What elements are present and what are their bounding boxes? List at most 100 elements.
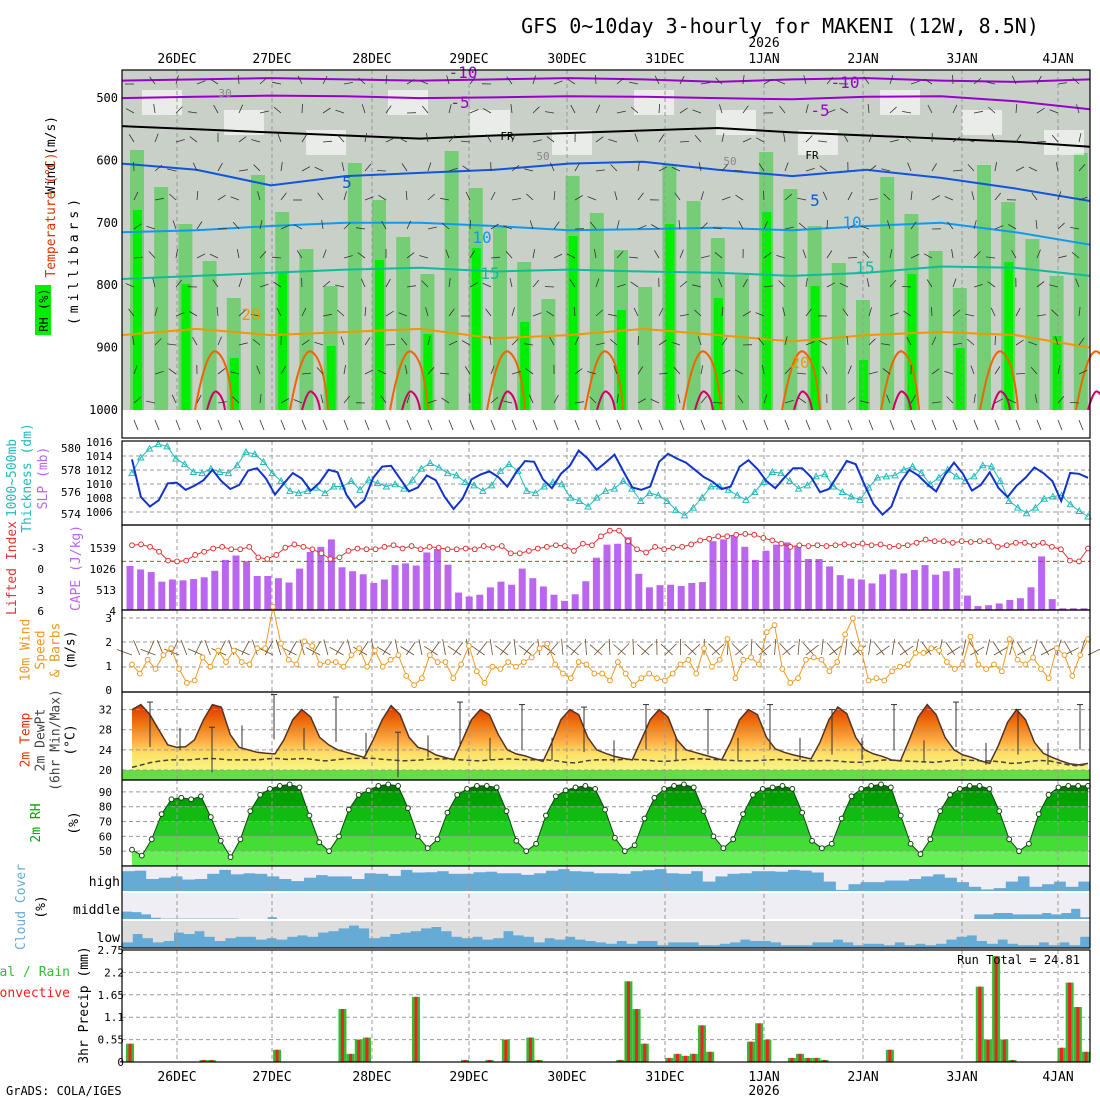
wind-barb <box>587 371 597 375</box>
date-tick-bottom: 27DEC <box>252 1070 291 1085</box>
lifted-index-line-marker <box>309 546 316 553</box>
wind10-tick: 0 <box>105 684 112 697</box>
wind10-barb <box>1040 641 1050 656</box>
cloud-clear-cell <box>811 920 823 943</box>
wind10-barb <box>805 644 819 656</box>
thickness-tick: 574 <box>61 508 81 521</box>
wind-barb <box>637 398 647 404</box>
rh2m-line-marker <box>148 836 155 843</box>
wind-barb <box>154 371 164 375</box>
cloud-clear-cell <box>867 892 878 920</box>
wind-barb <box>549 336 555 346</box>
cloud-clear-cell <box>997 920 1009 940</box>
rh2m-line-marker <box>483 783 490 789</box>
cape-bar <box>168 579 176 610</box>
wind-barb <box>133 396 142 404</box>
lifted-index-line-marker <box>589 542 595 549</box>
cloud-clear-cell <box>160 892 171 919</box>
cape-bar <box>1016 598 1024 610</box>
contour-label: 5 <box>810 191 820 210</box>
wind-barb <box>1055 162 1059 172</box>
wind-barb <box>931 195 940 201</box>
cloud-clear-cell <box>935 892 946 920</box>
precip-conv-bar <box>700 1025 704 1062</box>
wind-barb <box>826 76 834 85</box>
rh2m-line-marker <box>671 783 677 789</box>
thickness-line-marker <box>987 462 996 470</box>
upper-pressure-label: (millibars) <box>67 195 82 325</box>
wind-barb <box>553 419 559 431</box>
wind-barb <box>715 77 723 85</box>
wind-barb <box>448 167 458 172</box>
wind-barb <box>301 103 303 114</box>
cloud-clear-cell <box>1038 920 1050 943</box>
rh2m-line-marker <box>710 833 717 840</box>
wind-barb <box>253 164 261 172</box>
wind-barb <box>296 250 303 259</box>
precip-conv-bar <box>708 1051 712 1062</box>
wind-barb <box>970 365 975 375</box>
cloud-clear-cell <box>799 866 813 871</box>
wind-barb <box>385 278 391 288</box>
thickness-line-marker <box>601 486 610 494</box>
wind-barb <box>528 394 534 404</box>
cape-bar <box>147 572 155 610</box>
wind10-line-marker <box>1077 652 1084 659</box>
wind-barb <box>301 372 312 375</box>
wind-barb <box>1036 419 1042 431</box>
cloud-clear-cell <box>315 892 326 920</box>
wind-barb <box>251 139 261 143</box>
wind-barb <box>128 308 135 317</box>
wind-barb <box>1028 166 1038 172</box>
wind-barb <box>946 396 954 404</box>
precip-conv-bar <box>414 996 418 1062</box>
cloud-clear-cell <box>729 920 741 943</box>
lifted-index-line-marker <box>895 543 902 549</box>
cape-bar <box>963 595 971 610</box>
cloud-clear-cell <box>945 920 957 940</box>
cloud-clear-cell <box>666 866 680 874</box>
lifted-index-line-marker <box>697 537 704 544</box>
wind-barb <box>482 282 492 288</box>
rh2m-line-marker <box>267 785 273 792</box>
thickness-line-marker <box>663 496 671 504</box>
wind10-barb <box>660 643 673 656</box>
wind10-line-marker <box>1061 652 1068 659</box>
wind10-barb <box>899 645 914 656</box>
wind-barb <box>133 365 138 375</box>
lifted-index-line-marker <box>471 546 478 553</box>
wind-barb <box>188 111 198 114</box>
wind-barb <box>448 419 454 431</box>
wind-barb <box>343 222 351 230</box>
rh2m-line-marker <box>897 812 904 819</box>
isotherm-30-bump <box>1087 390 1100 411</box>
wind-barb <box>735 194 744 201</box>
li-tick: 0 <box>37 563 44 576</box>
rh2m-line-marker <box>582 783 589 789</box>
wind-barb <box>503 225 513 230</box>
precip-conv-bar <box>1068 982 1072 1062</box>
cape-bar <box>243 561 251 610</box>
cloud-clear-cell <box>122 920 133 943</box>
wind-barb <box>818 140 828 143</box>
cloud-clear-cell <box>1041 892 1052 913</box>
wind10-line-marker <box>528 654 535 661</box>
wind-barb <box>322 280 331 288</box>
thickness-line-marker <box>531 489 540 497</box>
wind10-line-marker <box>513 663 519 670</box>
cloud-clear-cell <box>935 920 947 944</box>
wind-barb <box>1078 419 1084 431</box>
cloud-clear-cell <box>884 920 895 946</box>
rh-band <box>154 187 169 410</box>
wind-barb <box>589 221 597 230</box>
cloud-clear-cell <box>983 892 994 915</box>
contour-label: 20 <box>790 353 809 372</box>
wind-barb <box>427 399 437 404</box>
cloud-clear-cell <box>915 892 926 920</box>
temp2m-tick: 32 <box>99 704 112 717</box>
cloud-clear-cell <box>134 866 147 871</box>
rh2m-line-marker <box>326 848 333 855</box>
wind10-barb <box>147 640 155 656</box>
wind-barb <box>784 419 790 431</box>
precip-conv-bar <box>978 986 982 1062</box>
